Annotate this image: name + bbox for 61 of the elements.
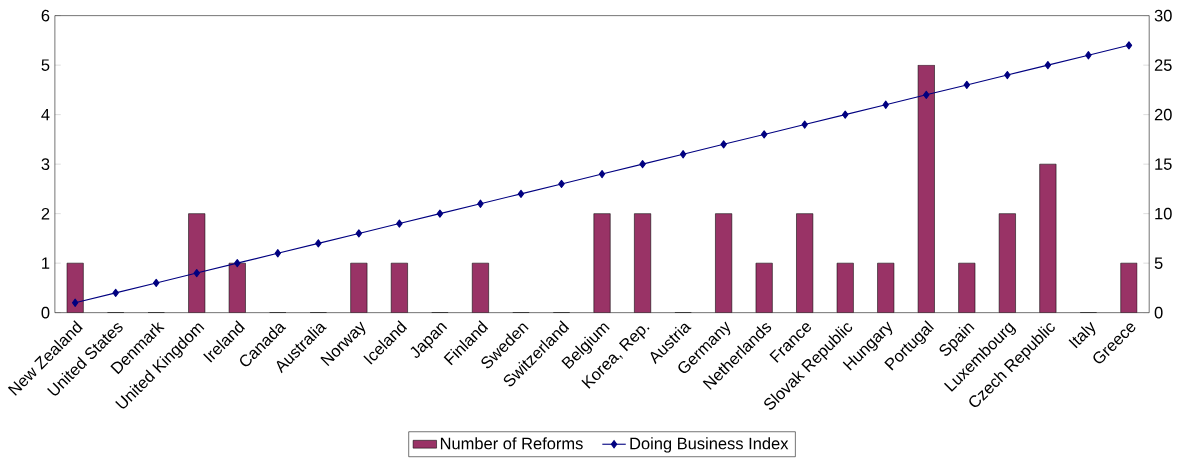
bar — [836, 262, 854, 313]
bar — [634, 213, 652, 313]
bar — [1039, 163, 1057, 313]
y-tick-label: 6 — [41, 9, 50, 22]
point — [1085, 51, 1092, 60]
bar — [188, 213, 206, 313]
point — [436, 209, 444, 218]
point — [112, 288, 119, 298]
point — [517, 189, 525, 199]
legend-label: Doing Business Index — [630, 437, 789, 453]
legend-label: Number of Reforms — [440, 437, 583, 450]
bar — [390, 262, 408, 313]
point — [679, 150, 687, 159]
y2-tick-label: 0 — [1154, 306, 1163, 319]
point — [71, 298, 79, 307]
point — [1004, 70, 1011, 80]
bar — [350, 262, 368, 313]
point — [801, 120, 808, 129]
bar — [755, 262, 773, 313]
bar — [917, 64, 935, 313]
y-tick-label: 2 — [41, 207, 50, 220]
point — [1044, 61, 1052, 70]
y2-tick-label: 5 — [1154, 257, 1163, 269]
bar — [958, 262, 976, 313]
point — [558, 179, 565, 189]
point — [923, 90, 930, 99]
y-tick-label: 5 — [41, 59, 50, 71]
bar — [66, 262, 84, 313]
y2-tick-label: 20 — [1154, 108, 1172, 121]
y2-tick-label: 10 — [1155, 207, 1172, 220]
bar — [998, 213, 1016, 313]
bar — [593, 213, 611, 313]
point — [355, 229, 363, 238]
y-tick-label: 4 — [41, 109, 50, 121]
point — [315, 239, 322, 248]
point — [193, 268, 200, 278]
point — [639, 160, 646, 169]
bar — [471, 262, 489, 313]
point — [152, 278, 160, 288]
point — [963, 80, 971, 90]
point — [720, 140, 727, 149]
point — [882, 100, 889, 109]
y-tick-label: 3 — [41, 158, 50, 171]
bar — [1120, 262, 1138, 313]
y2-tick-label: 25 — [1154, 59, 1172, 72]
point — [274, 249, 282, 258]
point — [396, 219, 403, 228]
bar — [228, 262, 246, 313]
bar — [796, 213, 814, 313]
y2-tick-label: 30 — [1154, 9, 1172, 22]
point — [842, 110, 849, 119]
y-tick-label: 0 — [41, 306, 50, 319]
point — [1125, 41, 1133, 50]
point — [598, 169, 606, 179]
point — [477, 199, 484, 208]
y2-tick-label: 15 — [1155, 158, 1172, 170]
bar — [715, 213, 733, 313]
y-tick-label: 1 — [42, 257, 50, 269]
point — [760, 130, 768, 139]
point — [234, 259, 241, 268]
bar — [877, 262, 895, 313]
